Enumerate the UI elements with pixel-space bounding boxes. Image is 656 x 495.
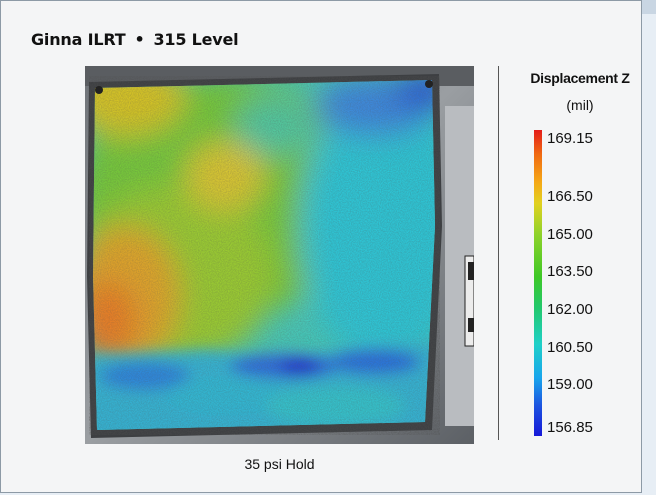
figure-caption: 35 psi Hold xyxy=(244,456,315,472)
title-level: 315 Level xyxy=(153,30,239,49)
legend-tick-label: 163.50 xyxy=(547,263,593,280)
title-separator: • xyxy=(134,30,145,49)
legend-tick-label: 162.00 xyxy=(547,301,593,318)
legend-colorbar xyxy=(534,130,542,436)
legend-tick-label: 165.00 xyxy=(547,226,593,243)
legend-tick-label: 166.50 xyxy=(547,188,593,205)
legend-unit: (mil) xyxy=(566,97,594,113)
displacement-photo xyxy=(85,66,474,444)
displacement-overlay-image xyxy=(85,66,474,444)
figure-title: Ginna ILRT • 315 Level xyxy=(31,30,239,49)
legend-title: Displacement Z xyxy=(530,70,630,86)
legend-tick-label: 159.00 xyxy=(547,376,593,393)
legend-tick-label: 156.85 xyxy=(547,419,593,436)
legend-divider xyxy=(498,66,499,440)
legend-tick-label: 169.15 xyxy=(547,130,593,147)
legend-tick-label: 160.50 xyxy=(547,339,593,356)
title-test-name: Ginna ILRT xyxy=(31,30,126,49)
window-top-strip xyxy=(642,0,656,14)
